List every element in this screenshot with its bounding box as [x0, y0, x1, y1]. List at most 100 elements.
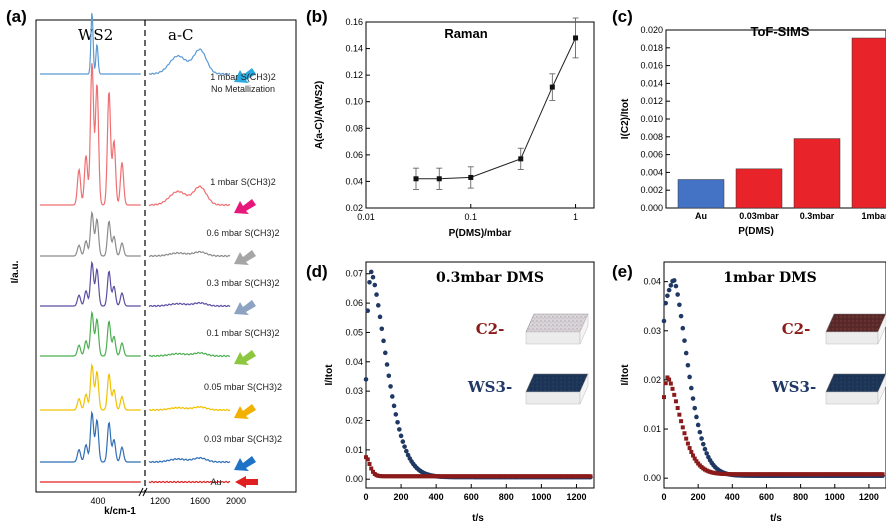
panel-b-ytick-label: 0.12 — [345, 70, 363, 80]
panel-d-ytick-label: 0.05 — [345, 327, 363, 337]
panel-e-point-ws3 — [680, 325, 686, 331]
panel-c-ytick-label: 0.006 — [640, 150, 663, 160]
panel-e-ytick-label: 0.04 — [643, 277, 661, 287]
panel-e-point-c2 — [692, 456, 697, 461]
panel-label-b: (b) — [306, 7, 328, 26]
panel-e-point-ws3 — [675, 292, 680, 297]
panel-d-ylabel: I/Itot — [324, 364, 335, 386]
panel-b-ytick-label: 0.08 — [345, 123, 363, 133]
panel-c-xlabel: P(DMS) — [738, 226, 774, 237]
spectrum-ac-7 — [148, 480, 231, 484]
panel-d-ytick-label: 0.07 — [345, 269, 363, 279]
panel-d-frame — [365, 261, 595, 489]
panel-e-point-c2 — [665, 375, 670, 380]
panel-d-point-ws3 — [379, 326, 385, 332]
panel-e-point-c2 — [677, 412, 682, 417]
panel-e-xtick-label: 200 — [691, 492, 706, 502]
panel-e-point-c2 — [880, 472, 885, 477]
panel-d-ytick-label: 0.00 — [345, 474, 363, 484]
panel-a-frame — [35, 19, 297, 493]
panel-d-xtick-label: 400 — [429, 492, 444, 502]
panel-b-xtick-label: 0.01 — [357, 212, 375, 222]
panel-e-point-ws3 — [694, 414, 699, 420]
panel-d-point-ws3 — [404, 448, 409, 454]
panel-e-frame — [663, 261, 886, 489]
arrow-au — [235, 476, 258, 488]
panel-d-xtick-label: 200 — [394, 492, 409, 502]
panel-c-xtick-label: 0.3mbar — [800, 211, 835, 221]
panel-e-point-ws3 — [678, 313, 684, 319]
spectrum-ac-2 — [148, 250, 231, 258]
panel-e-ytick-label: 0.03 — [643, 326, 661, 336]
panel-d-point-ws3 — [388, 384, 393, 389]
panel-d-xtick-label: 600 — [464, 492, 479, 502]
panel-b-ytick-label: 0.14 — [345, 44, 363, 54]
panel-d-point-ws3 — [398, 433, 404, 439]
panel-e-point-c2 — [670, 386, 675, 391]
arrow-1 — [234, 199, 256, 214]
panel-b-ytick-label: 0.02 — [345, 203, 363, 213]
c2-inset-cube-d — [525, 313, 589, 345]
spectrum-label-1: 1 mbar S(CH3)2 — [210, 177, 276, 187]
panel-d-point-c2 — [369, 466, 374, 471]
spectrum-label-6: 0.03 mbar S(CH3)2 — [204, 434, 282, 444]
panel-e-point-ws3 — [689, 385, 694, 391]
panel-d-point-c2 — [364, 455, 368, 460]
panel-e-point-c2 — [682, 431, 687, 436]
spectrum-ac-4 — [148, 351, 231, 358]
panel-e-point-c2 — [685, 441, 690, 446]
panel-b-point — [549, 84, 555, 90]
panel-b-point — [413, 176, 419, 182]
panel-b-title: Raman — [444, 26, 487, 41]
arrow-6 — [234, 456, 256, 471]
panel-c-title: ToF-SIMS — [751, 24, 810, 39]
panel-e-point-c2 — [673, 399, 678, 404]
panel-b-ytick-label: 0.04 — [345, 176, 363, 186]
panel-c-ytick-label: 0.002 — [640, 185, 663, 195]
arrow-3 — [234, 300, 256, 315]
panel-d-point-ws3 — [377, 314, 383, 320]
panel-e-xtick-label: 800 — [793, 492, 808, 502]
panel-d-point-c2 — [371, 469, 376, 474]
panel-c-bar-Au — [677, 179, 725, 209]
panel-b-point — [468, 174, 474, 180]
panel-c-ytick-label: 0.004 — [640, 167, 663, 177]
panel-e-point-c2 — [689, 450, 694, 455]
panel-e-point-ws3 — [687, 374, 692, 380]
panel-e-point-ws3 — [666, 287, 672, 293]
spectrum-label-3: 0.3 mbar S(CH3)2 — [206, 278, 279, 288]
ws3-inset-cube-e — [825, 373, 886, 405]
axis-break-mark — [138, 487, 148, 497]
panel-b-ylabel: A(a-C)/A(WS2) — [314, 81, 325, 149]
panel-d-ytick-label: 0.03 — [345, 386, 363, 396]
ws3-inset-label-d: WS3- — [467, 378, 512, 396]
panel-a-xtick-400: 400 — [90, 496, 105, 506]
panel-e-point-ws3 — [677, 302, 682, 308]
panel-e-ylabel: I/Itot — [620, 364, 631, 386]
panel-d-point-c2 — [365, 457, 370, 462]
panel-e-point-c2 — [667, 377, 672, 382]
panel-e-point-ws3 — [704, 451, 709, 456]
panel-d-point-ws3 — [365, 308, 371, 314]
panel-e-point-ws3 — [702, 446, 708, 452]
spectrum-label-2: 0.6 mbar S(CH3)2 — [206, 228, 279, 238]
panel-d-point-ws3 — [384, 362, 390, 367]
panel-e-xtick-label: 1000 — [825, 492, 845, 502]
panel-b-point — [436, 176, 442, 182]
panel-c-ytick-label: 0.010 — [640, 114, 663, 124]
panel-e-title: 1mbar DMS — [723, 270, 816, 286]
panel-a-xtick-1600: 1600 — [190, 496, 210, 506]
panel-label-a: (a) — [6, 7, 27, 26]
c2-inset-cube-e — [825, 313, 886, 345]
raman-spectra-panel: WS2 a-C I/a.u. k/cm-1 400 1200 1600 2000… — [10, 13, 297, 517]
panel-e-xtick-label: 1200 — [859, 492, 879, 502]
panel-a-xtick-2000: 2000 — [226, 496, 246, 506]
ws3-inset-cube-d — [525, 373, 589, 405]
panel-d-ytick-label: 0.01 — [345, 445, 363, 455]
panel-c-ytick-label: 0.014 — [640, 78, 663, 88]
panel-d-xtick-label: 0 — [363, 492, 368, 502]
panel-d-point-ws3 — [386, 373, 392, 379]
panel-e-point-c2 — [672, 392, 677, 397]
arrow-4 — [234, 350, 256, 365]
